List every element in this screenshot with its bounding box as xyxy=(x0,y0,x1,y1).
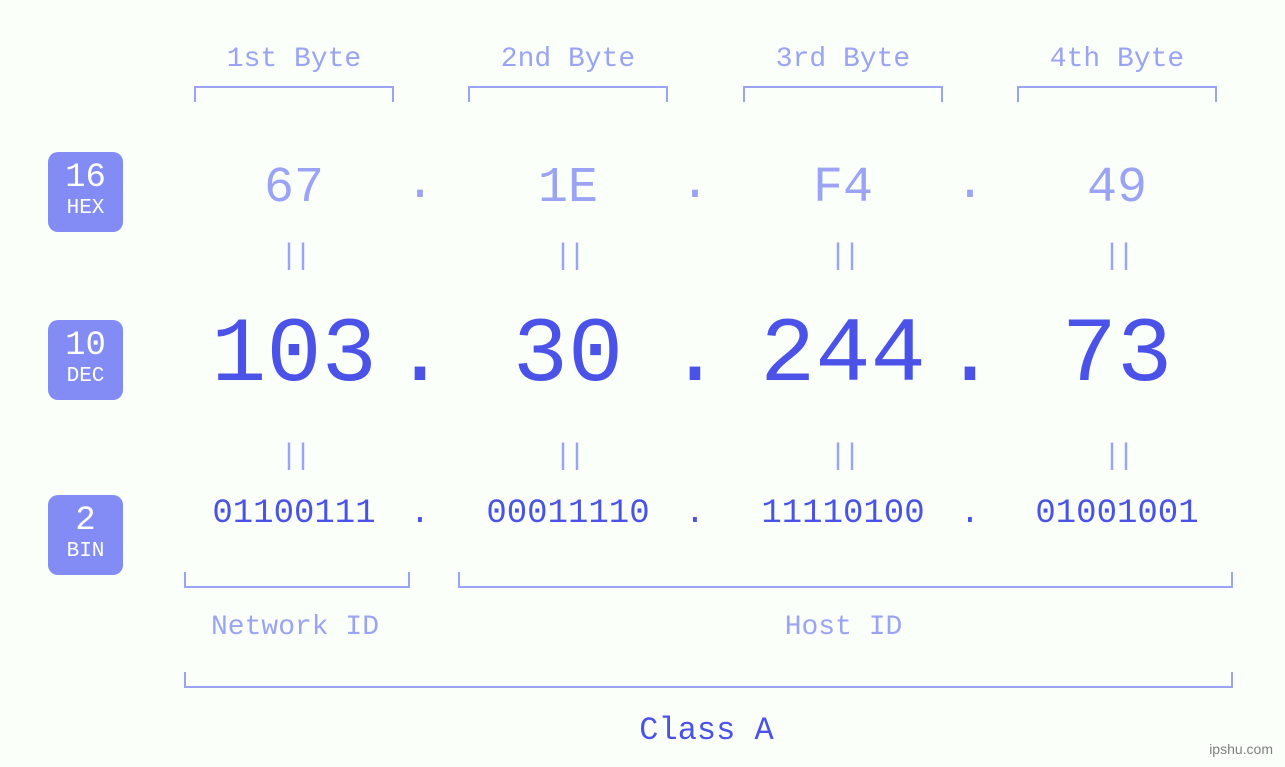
byte-bracket xyxy=(468,86,668,102)
hex-value: 1E xyxy=(458,160,678,217)
host-id-label: Host ID xyxy=(458,612,1229,643)
bin-dot: . xyxy=(950,495,990,533)
byte-header: 4th Byte xyxy=(1017,44,1217,75)
byte-bracket xyxy=(743,86,943,102)
bin-value: 01100111 xyxy=(164,495,424,533)
base-badge-dec: 10DEC xyxy=(48,320,123,400)
dec-value: 73 xyxy=(987,310,1247,402)
hex-value: F4 xyxy=(733,160,953,217)
base-badge-bin: 2BIN xyxy=(48,495,123,575)
hex-value: 49 xyxy=(1007,160,1227,217)
equals-icon: || xyxy=(813,440,873,474)
equals-icon: || xyxy=(264,440,324,474)
dec-dot: . xyxy=(665,310,725,402)
byte-bracket xyxy=(194,86,394,102)
bin-dot: . xyxy=(675,495,715,533)
byte-header: 1st Byte xyxy=(194,44,394,75)
equals-icon: || xyxy=(813,240,873,274)
network-bracket xyxy=(184,572,410,588)
byte-header: 3rd Byte xyxy=(743,44,943,75)
dec-value: 244 xyxy=(713,310,973,402)
bin-value: 00011110 xyxy=(438,495,698,533)
class-bracket xyxy=(184,672,1233,688)
equals-icon: || xyxy=(538,440,598,474)
hex-value: 67 xyxy=(184,160,404,217)
dec-dot: . xyxy=(390,310,450,402)
dec-value: 30 xyxy=(438,310,698,402)
watermark: ipshu.com xyxy=(1209,741,1273,757)
bin-dot: . xyxy=(400,495,440,533)
equals-icon: || xyxy=(1087,240,1147,274)
hex-dot: . xyxy=(400,156,440,213)
bin-value: 11110100 xyxy=(713,495,973,533)
base-badge-hex: 16HEX xyxy=(48,152,123,232)
dec-dot: . xyxy=(940,310,1000,402)
equals-icon: || xyxy=(538,240,598,274)
hex-dot: . xyxy=(675,156,715,213)
byte-header: 2nd Byte xyxy=(468,44,668,75)
byte-bracket xyxy=(1017,86,1217,102)
host-bracket xyxy=(458,572,1233,588)
bin-value: 01001001 xyxy=(987,495,1247,533)
equals-icon: || xyxy=(264,240,324,274)
dec-value: 103 xyxy=(164,310,424,402)
equals-icon: || xyxy=(1087,440,1147,474)
network-id-label: Network ID xyxy=(184,612,406,643)
class-label: Class A xyxy=(184,712,1229,749)
hex-dot: . xyxy=(950,156,990,213)
